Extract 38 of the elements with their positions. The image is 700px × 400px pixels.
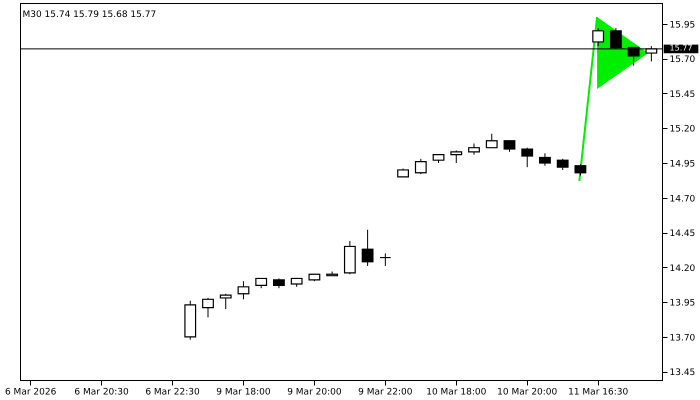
text: M30 15.74 15.79 15.68 15.77 <box>22 10 156 20</box>
candlestick <box>574 164 586 176</box>
y-tick-label: 15.95 <box>670 20 696 30</box>
candlestick <box>379 252 392 266</box>
candlestick <box>238 280 250 300</box>
candlestick <box>521 147 534 168</box>
y-tick-label: 13.45 <box>670 368 696 378</box>
ref-line-label: 15.77 <box>670 43 692 52</box>
y-tick-label: 14.20 <box>670 264 696 274</box>
candlestick <box>592 28 604 47</box>
candlestick <box>556 158 569 170</box>
y-tick-label: 13.95 <box>670 298 696 309</box>
y-tick-label: 15.70 <box>670 55 696 66</box>
x-tick-label: 6 Mar 22:30 <box>145 388 200 398</box>
candlestick <box>504 140 516 152</box>
x-tick-label: 9 Mar 18:00 <box>216 388 271 398</box>
x-tick-label: 10 Mar 18:00 <box>426 388 487 398</box>
candlestick <box>202 297 214 318</box>
x-tick-label: 11 Mar 16:30 <box>568 388 628 398</box>
x-tick-label: 9 Mar 20:00 <box>287 388 342 398</box>
x-tick-label: 6 Mar 20:30 <box>74 388 130 398</box>
x-tick-label: 10 Mar 20:00 <box>497 388 558 398</box>
candlestick <box>220 293 232 310</box>
y-tick-label: 14.95 <box>670 159 696 170</box>
candlestick <box>414 158 427 175</box>
y-tick-label: 13.70 <box>670 333 696 344</box>
candlestick <box>539 152 551 166</box>
x-tick-label: 9 Mar 22:00 <box>358 388 413 398</box>
candlestick <box>273 278 285 289</box>
y-tick-label: 15.20 <box>670 124 696 135</box>
candlestick <box>486 133 498 148</box>
candlestick <box>468 143 480 156</box>
candlestick <box>362 229 374 266</box>
candlestick <box>255 278 268 289</box>
y-tick-label: 14.45 <box>670 229 696 240</box>
y-tick-label: 15.45 <box>670 90 696 100</box>
x-tick-label: 6 Mar 2026 <box>4 388 57 398</box>
y-tick-label: 14.70 <box>670 194 696 204</box>
